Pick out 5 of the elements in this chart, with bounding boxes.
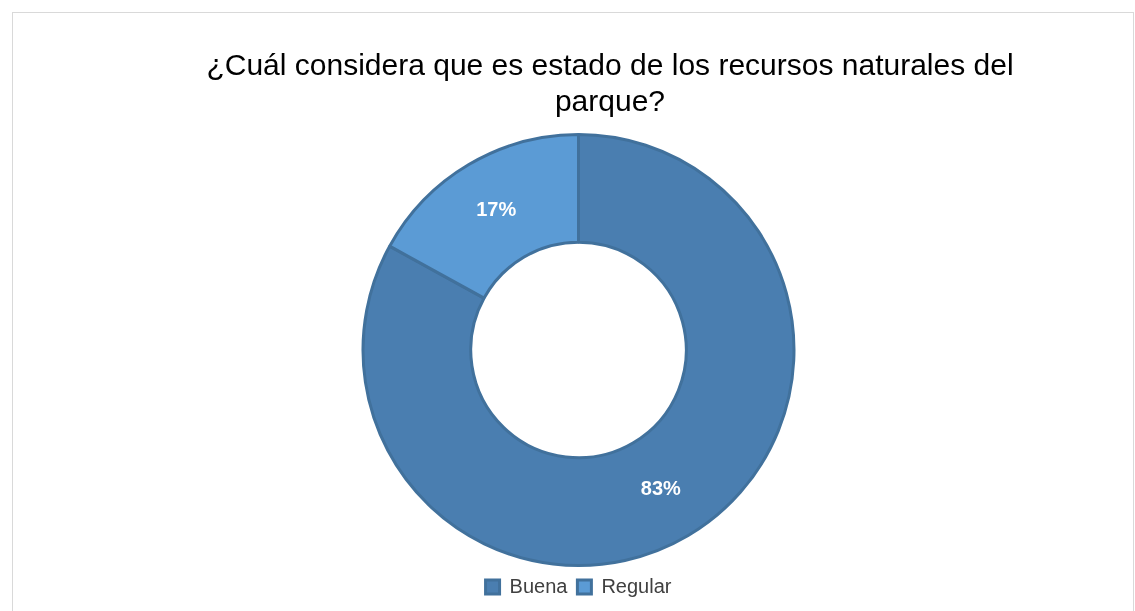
data-label: 17% xyxy=(476,198,517,221)
data-label: 83% xyxy=(640,476,681,499)
legend-label: Buena xyxy=(509,574,569,597)
legend-label: Regular xyxy=(601,574,672,597)
chart-title: ¿Cuál considera que es estado de los recursos naturales del parque? xyxy=(205,47,1015,119)
